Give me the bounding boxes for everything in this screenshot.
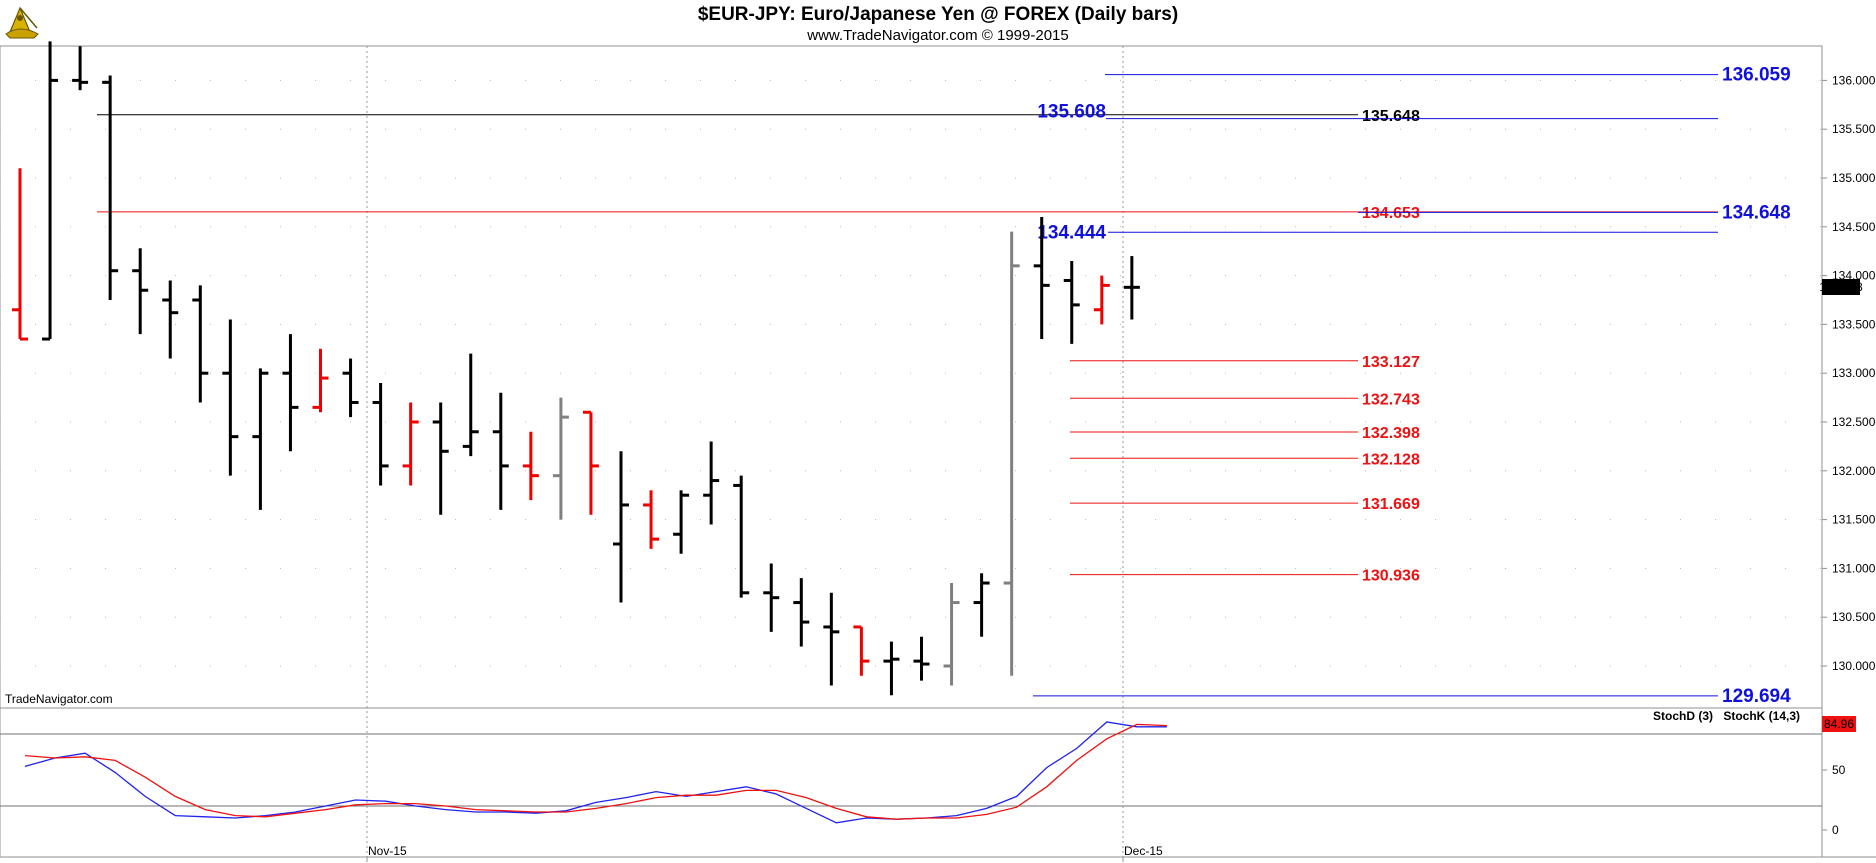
ohlc-bar [12,168,28,341]
ohlc-bar [973,573,990,637]
y-tick-label: 131.000 [1832,561,1876,575]
ohlc-bar [1063,260,1080,344]
ohlc-bar [582,410,599,515]
ohlc-bar [402,402,419,486]
ohlc-bar [132,248,149,335]
y-tick-label: 130.500 [1832,610,1876,624]
ohlc-bar [613,451,629,603]
level-label: 133.127 [1362,354,1420,371]
ohlc-bar [853,625,870,676]
chart-title: $EUR-JPY: Euro/Japanese Yen @ FOREX (Dai… [698,4,1178,25]
sextant-icon [5,6,39,39]
y-tick-label: 50 [1832,763,1846,777]
y-tick-label: 135.000 [1832,171,1876,185]
ohlc-bar [312,348,329,413]
ohlc-bar [1093,275,1110,325]
ohlc-bar [252,368,269,510]
ohlc-bar [432,402,449,515]
level-label: 129.694 [1722,686,1791,707]
stoch-last-label: 84.96 [1824,717,1854,731]
stochastic-grid [0,733,1822,807]
ohlc-bar [733,475,750,598]
ohlc-bar [643,490,660,549]
ohlc-bar [703,441,720,525]
ohlc-bar [1033,217,1050,340]
ohlc-bar [552,397,569,520]
ohlc-bar [1123,256,1140,320]
y-tick-label: 135.500 [1832,122,1876,136]
ohlc-bar [763,563,780,632]
ohlc-bar [1003,231,1020,676]
last-price-badge: 133.878 [1819,279,1863,295]
y-tick-label: 0 [1832,823,1839,837]
stochastic-axis: 0 50 [1822,763,1846,837]
ohlc-bar [372,382,389,486]
x-tick-label: Dec-15 [1124,844,1163,858]
y-tick-label: 136.000 [1832,73,1876,87]
level-label: 136.059 [1722,65,1791,86]
y-tick-label: 133.000 [1832,366,1876,380]
y-tick-label: 132.500 [1832,415,1876,429]
x-tick-label: Nov-15 [368,844,407,858]
stochd-legend: StochD (3) [1653,709,1713,723]
stoch-line [24,721,1167,824]
ohlc-bar [102,75,119,300]
stochk-legend: StochK (14,3) [1723,709,1800,723]
ohlc-bar [913,636,930,681]
ohlc-bar [222,319,239,476]
ohlc-bar [943,583,960,686]
stoch-last-badge: 84.96 [1822,716,1856,732]
level-label: 132.398 [1362,425,1420,442]
ohlc-bar [883,641,900,696]
ohlc-bar [342,358,359,418]
price-grid [0,46,1822,857]
ohlc-bar [192,285,209,403]
ohlc-bar [793,578,810,647]
ohlc-bar [522,431,539,501]
chart-subtitle: www.TradeNavigator.com © 1999-2015 [806,27,1068,44]
price-axis: 130.000 130.500 131.000 131.500 132.000 132.5… [1822,73,1876,673]
price-levels: 136.059 135.648 135.608 134.653 134.648 134.4… [97,65,1791,707]
y-tick-label: 134.500 [1832,220,1876,234]
ohlc-bar [282,334,299,452]
level-label: 130.936 [1362,568,1420,585]
ohlc-bar [673,490,690,554]
ohlc-bar [492,392,509,510]
stoch-line [24,723,1167,820]
ohlc-bar [462,353,479,457]
watermark: TradeNavigator.com [5,692,113,706]
stochastic-lines [24,721,1167,824]
ohlc-bar [162,280,179,359]
date-axis: Nov-15 Dec-15 [366,844,1163,862]
level-label: 131.669 [1362,496,1420,513]
level-label: 134.648 [1722,202,1791,223]
y-tick-label: 131.500 [1832,513,1876,527]
ohlc-bar [823,592,840,686]
y-tick-label: 132.000 [1832,464,1876,478]
y-tick-label: 133.500 [1832,317,1876,331]
last-price-label: 133.878 [1819,280,1863,294]
ohlc-bar [42,41,59,341]
ohlc-bar [72,46,89,91]
level-label: 134.444 [1037,222,1106,243]
level-label: 135.608 [1037,102,1106,123]
level-label: 132.128 [1362,451,1420,468]
level-label: 134.653 [1362,205,1420,222]
level-label: 132.743 [1362,391,1420,408]
y-tick-label: 130.000 [1832,659,1876,673]
level-label: 135.648 [1362,108,1420,125]
price-bars [12,41,1140,696]
stochastic-panel [0,707,1823,858]
